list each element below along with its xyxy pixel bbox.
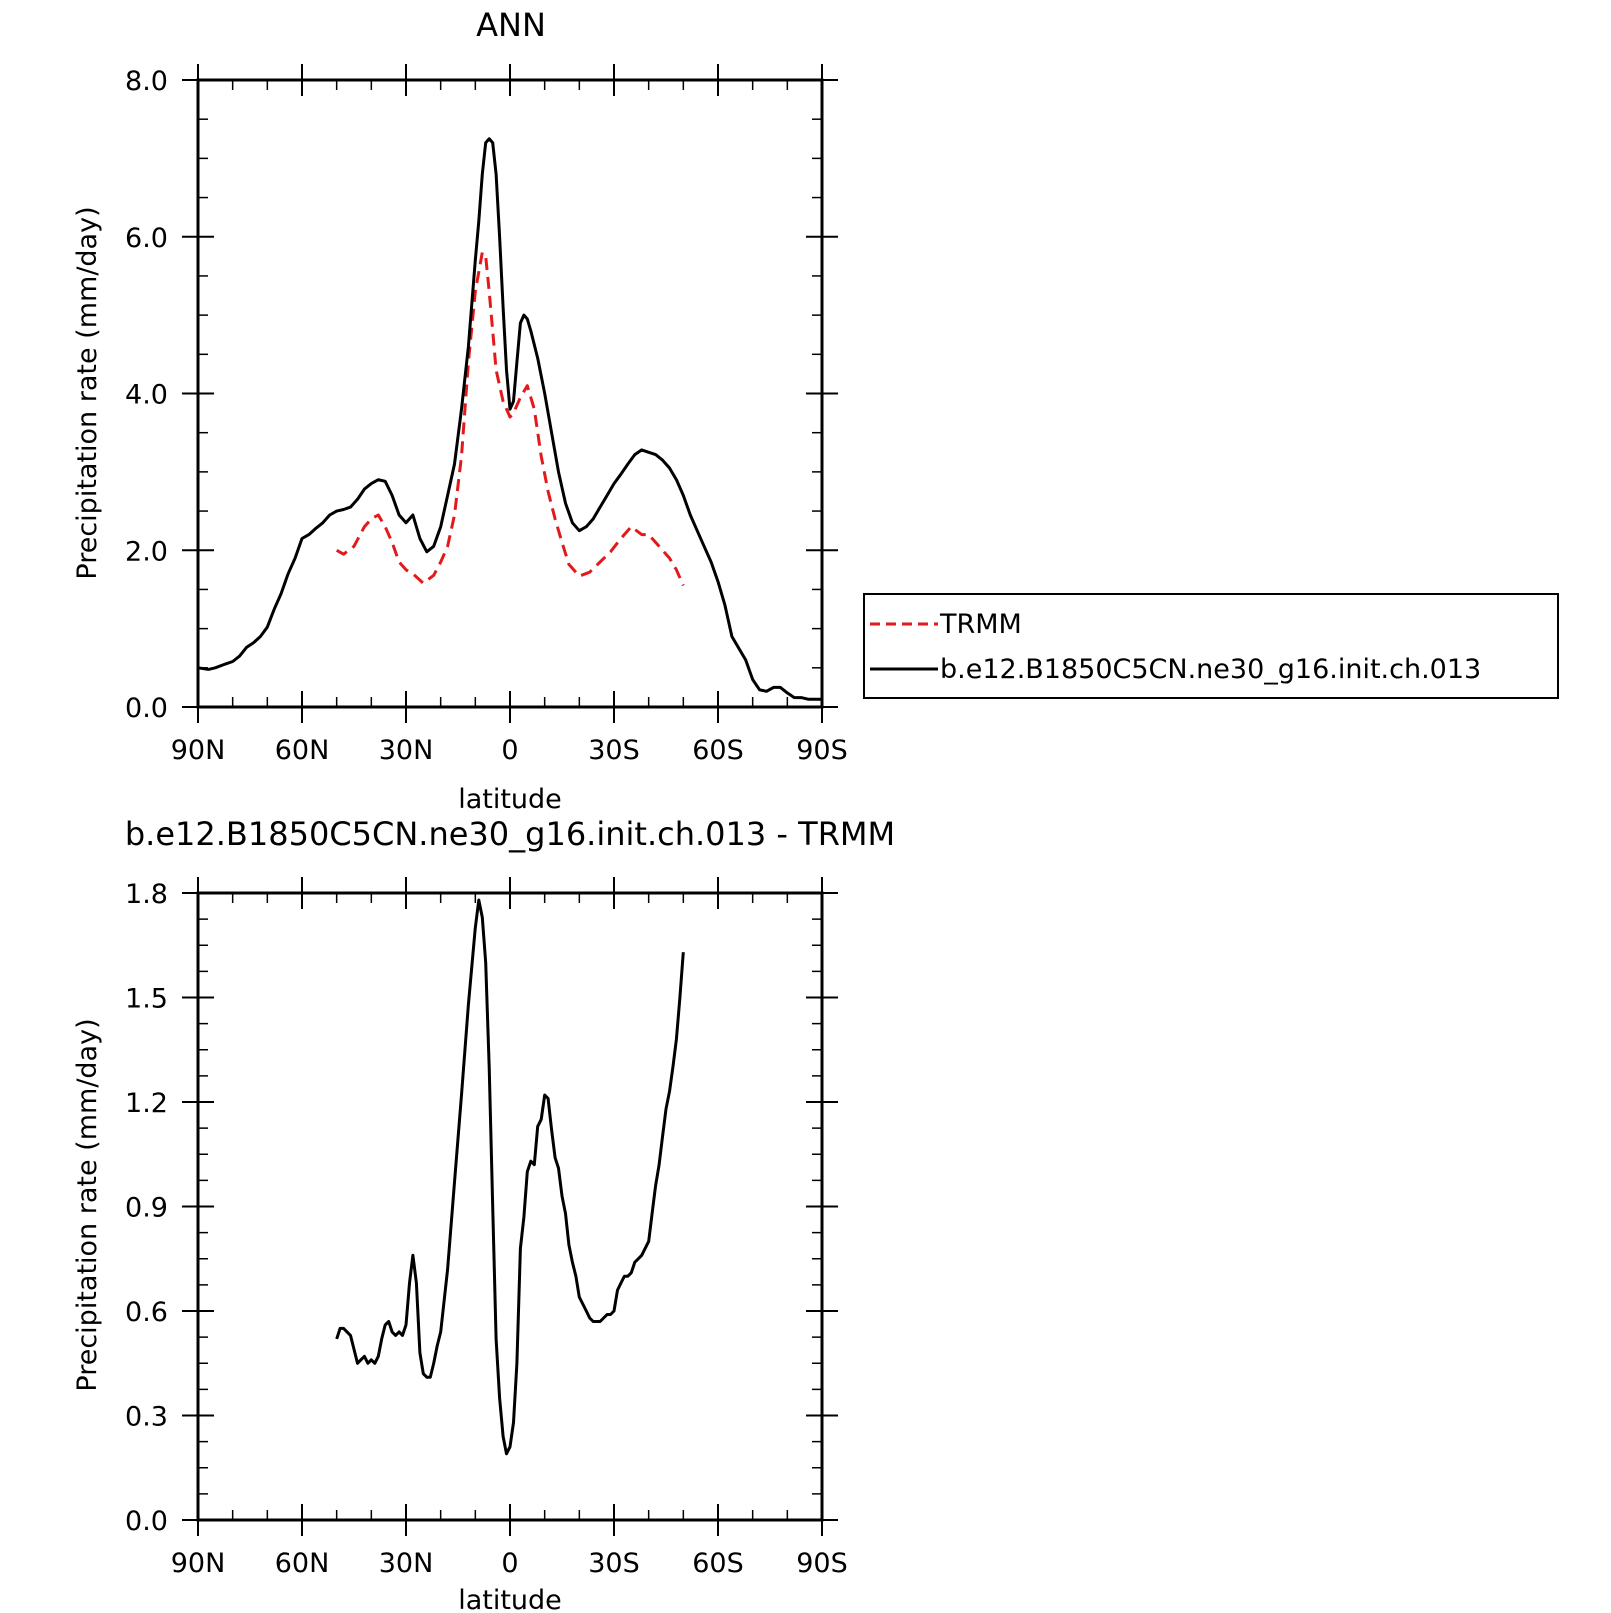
series-line-difference	[335, 898, 685, 1456]
x-tick-label: 90S	[796, 735, 848, 766]
bottom-plot-area	[335, 898, 685, 1456]
y-tick-label: 8.0	[125, 66, 168, 97]
legend-label-model: b.e12.B1850C5CN.ne30_g16.init.ch.013	[940, 654, 1481, 685]
top-axes-frame	[196, 78, 824, 709]
y-tick-label: 0.6	[125, 1297, 168, 1328]
series-line-trmm	[335, 250, 685, 587]
y-tick-label: 6.0	[125, 223, 168, 254]
y-tick-label: 0.9	[125, 1193, 168, 1224]
bottom-axes-frame	[196, 891, 824, 1522]
y-tick-label: 1.8	[125, 879, 168, 910]
y-tick-label: 1.2	[125, 1088, 168, 1119]
y-tick-label: 0.3	[125, 1402, 168, 1433]
x-tick-label: 0	[501, 1548, 518, 1579]
top-y-axis-label: Precipitation rate (mm/day)	[72, 206, 103, 579]
bottom-x-axis-label: latitude	[458, 1585, 562, 1613]
y-tick-label: 1.5	[125, 984, 168, 1015]
legend-item-model: b.e12.B1850C5CN.ne30_g16.init.ch.013	[870, 654, 1481, 685]
x-tick-label: 90N	[171, 1548, 226, 1579]
top-y-tick-labels: 0.0 2.0 4.0 6.0 8.0	[125, 66, 168, 724]
x-tick-label: 60N	[275, 1548, 330, 1579]
legend: TRMM b.e12.B1850C5CN.ne30_g16.init.ch.01…	[863, 593, 1559, 699]
top-plot-area	[197, 137, 822, 701]
top-x-axis-label: latitude	[458, 784, 562, 815]
series-line-model	[197, 137, 822, 701]
y-tick-label: 4.0	[125, 380, 168, 411]
x-tick-label: 30N	[379, 735, 434, 766]
top-panel: ANN 0.02.04.06.08.0 90N 60N 30N 0 30S 60S 90S …	[72, 6, 848, 815]
x-tick-label: 90S	[796, 1548, 848, 1579]
x-tick-label: 60S	[692, 735, 744, 766]
bottom-x-tick-labels: 90N 60N 30N 0 30S 60S 90S	[171, 1548, 848, 1579]
x-tick-label: 0	[501, 735, 518, 766]
x-tick-label: 30S	[588, 735, 640, 766]
bottom-y-tick-labels: 0.0 0.3 0.6 0.9 1.2 1.5 1.8	[125, 879, 168, 1537]
y-tick-label: 0.0	[125, 1506, 168, 1537]
x-tick-label: 60S	[692, 1548, 744, 1579]
bottom-panel-title: b.e12.B1850C5CN.ne30_g16.init.ch.013 - T…	[125, 815, 895, 853]
bottom-panel: b.e12.B1850C5CN.ne30_g16.init.ch.013 - T…	[72, 815, 895, 1613]
top-x-tick-labels: 90N 60N 30N 0 30S 60S 90S	[171, 735, 848, 766]
top-panel-title: ANN	[476, 6, 546, 44]
legend-label-trmm: TRMM	[939, 609, 1022, 640]
bottom-y-axis-label: Precipitation rate (mm/day)	[72, 1018, 103, 1391]
x-tick-label: 30N	[379, 1548, 434, 1579]
x-tick-label: 30S	[588, 1548, 640, 1579]
y-tick-label: 2.0	[125, 536, 168, 567]
y-tick-label: 0.0	[125, 693, 168, 724]
top-axis-ticks	[182, 64, 838, 723]
x-tick-label: 60N	[275, 735, 330, 766]
legend-box	[863, 593, 1559, 699]
x-tick-label: 90N	[171, 735, 226, 766]
legend-item-trmm: TRMM	[870, 609, 1022, 640]
